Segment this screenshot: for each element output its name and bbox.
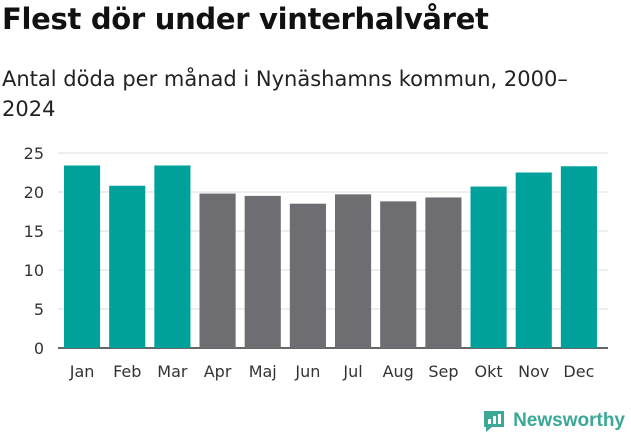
chart-subtitle: Antal döda per månad i Nynäshamns kommun… xyxy=(2,67,568,121)
brand-logo: Newsworthy xyxy=(481,408,625,434)
y-tick-label: 10 xyxy=(24,261,44,280)
bar-okt xyxy=(470,186,507,348)
brand-name: Newsworthy xyxy=(513,410,625,431)
y-tick-label: 5 xyxy=(34,300,44,319)
bar-feb xyxy=(109,185,146,348)
bar-jun xyxy=(289,203,326,348)
x-tick-label: Nov xyxy=(518,362,549,381)
bar-aug xyxy=(380,201,417,348)
x-tick-label: Aug xyxy=(383,362,414,381)
y-tick-label: 0 xyxy=(34,339,44,358)
x-tick-label: Jul xyxy=(342,362,362,381)
chart-title: Flest dör under vinterhalvåret xyxy=(2,2,489,36)
y-tick-label: 20 xyxy=(24,183,44,202)
x-tick-label: Feb xyxy=(113,362,141,381)
bar-dec xyxy=(560,166,597,348)
bar-sep xyxy=(425,197,462,348)
bar-mar xyxy=(154,165,191,348)
x-tick-label: Dec xyxy=(563,362,594,381)
x-tick-label: Apr xyxy=(204,362,232,381)
bar-apr xyxy=(199,193,236,348)
x-tick-label: Okt xyxy=(474,362,502,381)
bar-nov xyxy=(515,172,552,348)
x-tick-label: Sep xyxy=(428,362,458,381)
x-tick-label: Jun xyxy=(294,362,320,381)
y-tick-label: 15 xyxy=(24,222,44,241)
x-tick-label: Jan xyxy=(69,362,95,381)
y-tick-label: 25 xyxy=(24,144,44,163)
bar-chart-speech-icon xyxy=(484,411,505,432)
x-tick-label: Mar xyxy=(157,362,188,381)
bar-maj xyxy=(244,195,281,348)
x-tick-label: Maj xyxy=(249,362,277,381)
bar-jul xyxy=(335,194,372,348)
bar-jan xyxy=(64,165,101,348)
